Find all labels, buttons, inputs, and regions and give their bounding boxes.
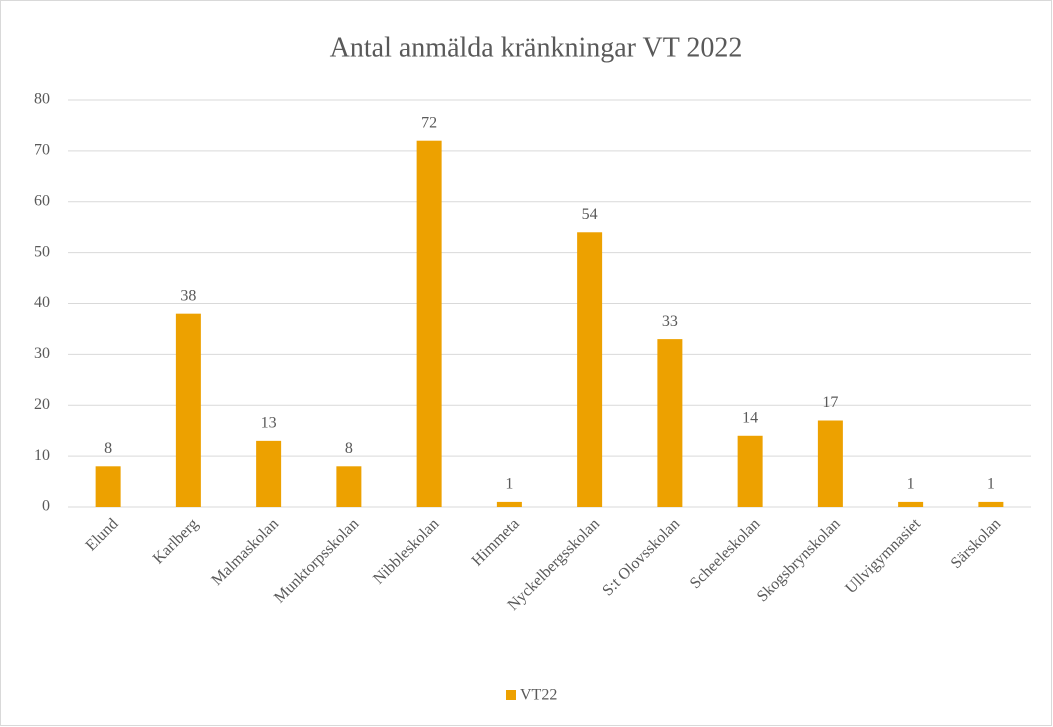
y-tick-label: 50 [34,243,50,260]
y-tick-label: 0 [42,498,50,515]
bar [336,466,362,507]
y-tick-label: 80 [34,91,50,108]
bar [978,501,1004,507]
bar [817,420,843,507]
data-label: 1 [505,476,513,493]
y-tick-label: 10 [34,447,50,464]
data-label: 8 [104,440,112,457]
bar [256,440,282,507]
bar [416,140,442,507]
legend-swatch [506,690,516,700]
bar [496,501,522,507]
y-tick-label: 60 [34,192,50,209]
y-tick-label: 40 [34,294,50,311]
legend-label: VT22 [520,687,557,704]
bar [898,501,924,507]
data-label: 38 [180,287,196,304]
bar [95,466,121,507]
chart-title: Antal anmälda kränkningar VT 2022 [330,32,743,63]
y-tick-label: 30 [34,345,50,362]
bar [175,313,201,507]
data-label: 8 [345,440,353,457]
data-label: 14 [742,409,758,426]
data-label: 33 [662,313,678,330]
bar [657,339,683,507]
y-tick-label: 70 [34,142,50,159]
y-tick-label: 20 [34,396,50,413]
bar [737,435,763,507]
data-label: 54 [582,206,598,223]
data-label: 1 [907,476,915,493]
data-label: 1 [987,476,995,493]
bar [577,232,603,507]
data-label: 72 [421,114,437,131]
data-label: 17 [822,394,838,411]
data-label: 13 [261,415,277,432]
